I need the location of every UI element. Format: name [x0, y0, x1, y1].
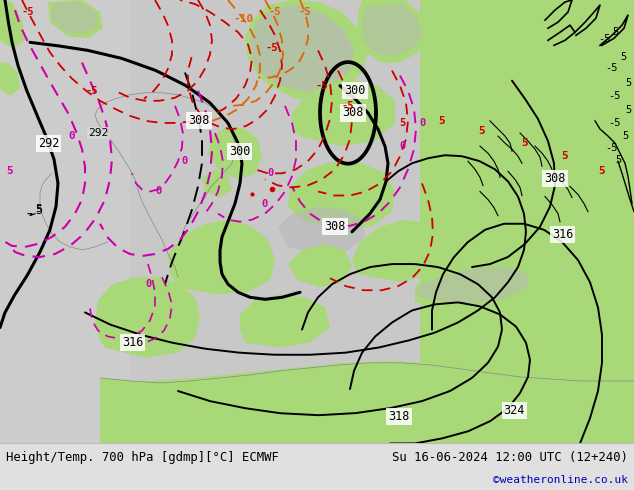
Polygon shape	[352, 220, 448, 282]
Text: ©weatheronline.co.uk: ©weatheronline.co.uk	[493, 475, 628, 485]
Polygon shape	[0, 63, 20, 96]
Text: 5: 5	[622, 131, 628, 141]
Text: 5: 5	[625, 105, 631, 115]
Text: 5: 5	[399, 118, 405, 128]
Polygon shape	[168, 220, 275, 294]
Polygon shape	[292, 81, 395, 146]
Polygon shape	[362, 4, 422, 56]
Polygon shape	[288, 161, 395, 230]
Text: -5: -5	[608, 118, 621, 128]
Text: 5: 5	[439, 116, 445, 126]
Text: -5: -5	[605, 63, 618, 73]
Polygon shape	[245, 0, 368, 99]
Polygon shape	[415, 267, 528, 304]
Polygon shape	[202, 170, 232, 197]
Text: -5: -5	[342, 101, 354, 111]
Polygon shape	[95, 277, 200, 358]
Text: 5: 5	[615, 155, 621, 165]
Text: 5: 5	[562, 151, 568, 161]
Text: -5: -5	[266, 44, 278, 53]
Polygon shape	[100, 361, 634, 443]
Text: -5: -5	[608, 91, 621, 101]
Polygon shape	[278, 207, 365, 254]
Polygon shape	[300, 0, 420, 443]
Text: -10: -10	[233, 14, 253, 24]
Text: 316: 316	[122, 336, 143, 349]
Text: 5: 5	[35, 204, 42, 214]
Text: 5: 5	[625, 78, 631, 88]
Text: Height/Temp. 700 hPa [gdmp][°C] ECMWF: Height/Temp. 700 hPa [gdmp][°C] ECMWF	[6, 451, 279, 464]
Text: 0: 0	[419, 118, 425, 128]
Text: 5: 5	[35, 204, 42, 217]
Polygon shape	[288, 244, 352, 287]
Text: 308: 308	[325, 220, 346, 233]
Text: -5: -5	[316, 81, 328, 91]
Text: 324: 324	[503, 404, 525, 417]
Polygon shape	[208, 126, 262, 179]
Text: 5: 5	[598, 166, 605, 176]
Text: 316: 316	[552, 228, 573, 241]
Text: Su 16-06-2024 12:00 UTC (12+240): Su 16-06-2024 12:00 UTC (12+240)	[392, 451, 628, 464]
Text: 308: 308	[342, 106, 364, 120]
Polygon shape	[420, 0, 634, 443]
Text: -5: -5	[299, 7, 311, 17]
Text: 0: 0	[399, 141, 405, 151]
Text: 5: 5	[620, 52, 626, 62]
Polygon shape	[415, 262, 538, 311]
Text: 5: 5	[479, 126, 486, 136]
Text: 308: 308	[544, 172, 566, 185]
Text: -5: -5	[269, 7, 281, 17]
Text: -5: -5	[22, 7, 34, 17]
Text: 300: 300	[229, 145, 250, 158]
Polygon shape	[358, 0, 428, 63]
Polygon shape	[0, 0, 130, 443]
Text: 0: 0	[262, 198, 268, 209]
Polygon shape	[0, 0, 25, 49]
Text: 292: 292	[38, 137, 60, 150]
Text: 300: 300	[344, 84, 366, 98]
Polygon shape	[48, 0, 103, 38]
Text: -5: -5	[86, 86, 98, 96]
Text: 0: 0	[267, 169, 273, 178]
Text: 0: 0	[145, 279, 151, 289]
Text: 0: 0	[155, 187, 161, 196]
Polygon shape	[240, 294, 330, 348]
Text: -5: -5	[598, 34, 611, 44]
Polygon shape	[130, 0, 300, 443]
Text: 318: 318	[388, 410, 410, 423]
Polygon shape	[52, 2, 98, 34]
Text: 5: 5	[6, 166, 13, 176]
Text: 5: 5	[522, 138, 528, 148]
Text: -5: -5	[605, 143, 618, 153]
Text: 0: 0	[68, 131, 75, 141]
Text: 308: 308	[188, 114, 209, 127]
Text: 5: 5	[612, 27, 618, 37]
Polygon shape	[250, 5, 354, 93]
Text: 0: 0	[182, 156, 188, 166]
Text: 292: 292	[88, 128, 108, 138]
